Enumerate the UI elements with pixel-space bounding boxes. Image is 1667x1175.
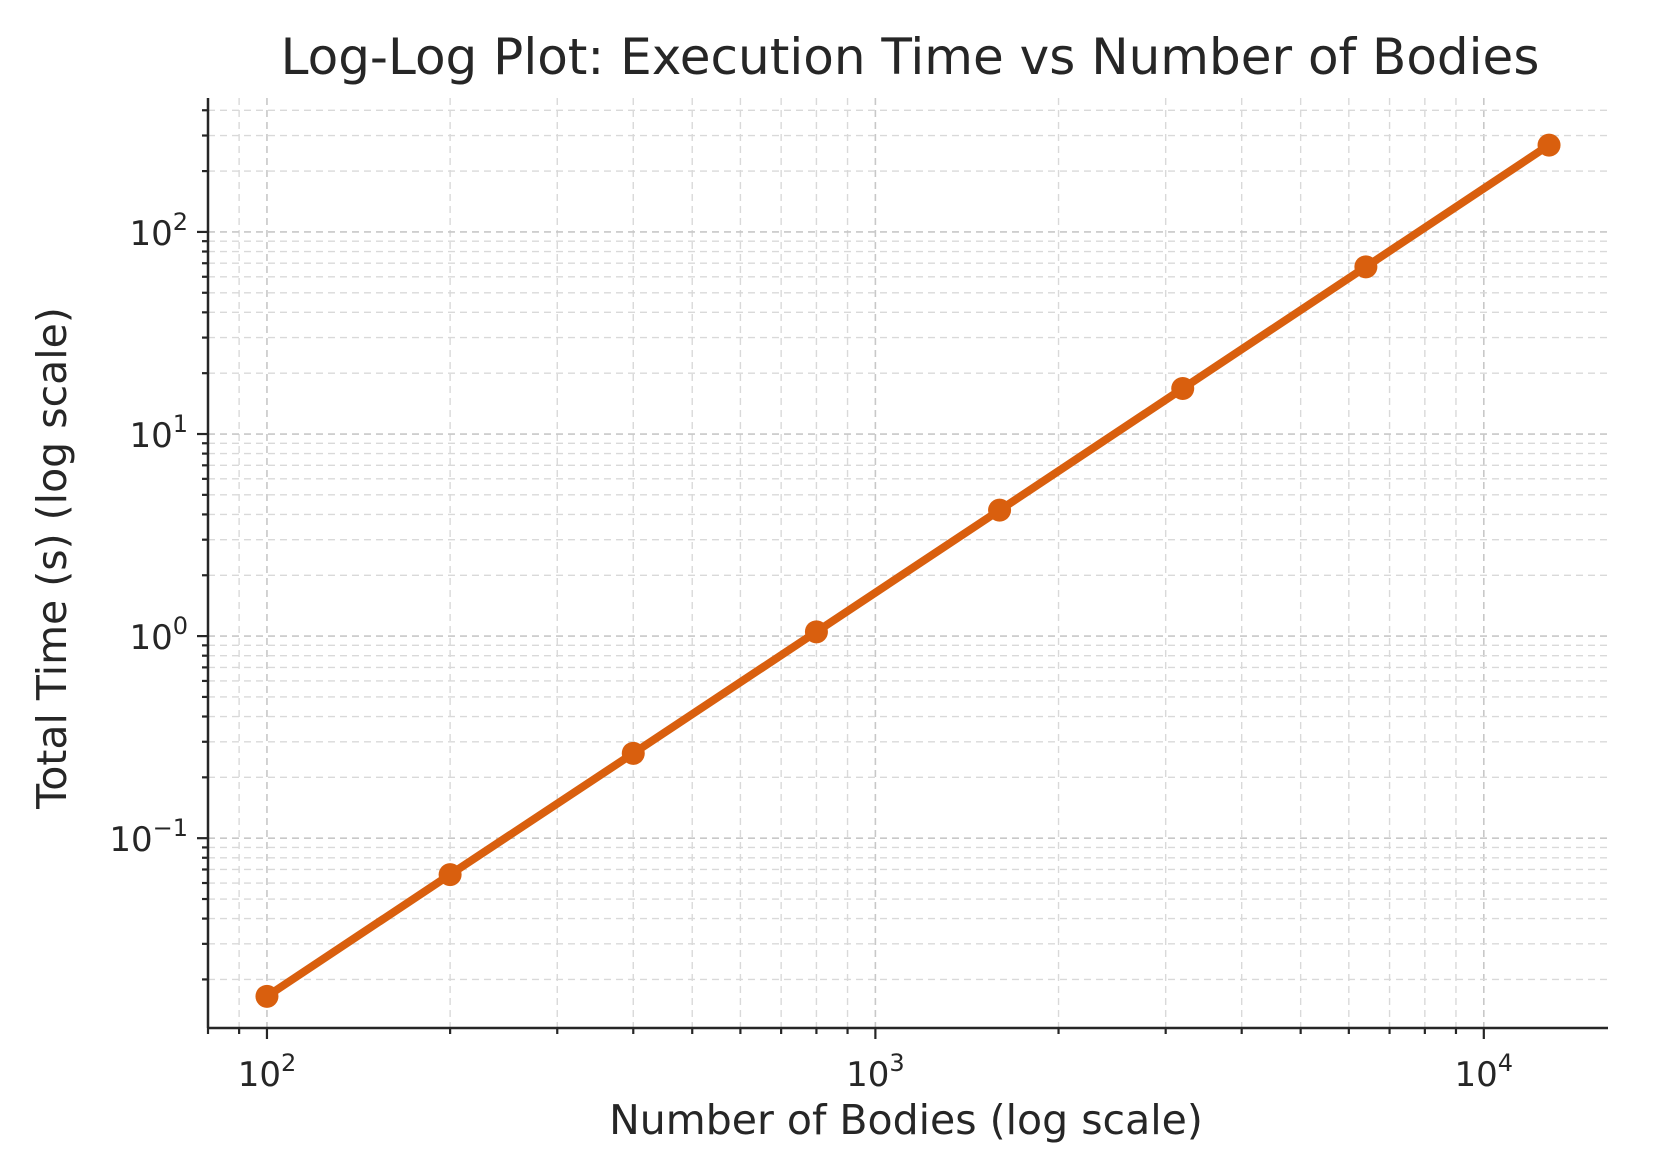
y-tick-label: 102	[129, 208, 188, 254]
x-axis-label: Number of Bodies (log scale)	[609, 1096, 1203, 1144]
tick-labels: 102 103 104 10−1 100 101 102	[109, 208, 1513, 1095]
data-point	[804, 620, 828, 644]
grid	[207, 98, 1608, 1028]
data-point	[1354, 255, 1378, 279]
x-tick-label: 104	[1455, 1049, 1514, 1095]
x-tick-label: 103	[846, 1049, 905, 1095]
y-tick-label: 101	[129, 410, 188, 456]
axes	[197, 98, 1608, 1039]
data-point	[255, 984, 279, 1008]
x-tick-label: 102	[238, 1049, 297, 1095]
y-tick-label: 100	[129, 612, 188, 658]
chart-title: Log-Log Plot: Execution Time vs Number o…	[281, 28, 1540, 86]
data-point	[1171, 376, 1195, 400]
data-point	[988, 498, 1012, 522]
series-layer	[255, 133, 1561, 1008]
data-point	[621, 741, 645, 765]
y-tick-label: 10−1	[109, 814, 188, 860]
y-axis-label: Total Time (s) (log scale)	[28, 307, 76, 810]
series-line	[263, 141, 1553, 1001]
data-point	[1537, 133, 1561, 157]
data-point	[438, 863, 462, 887]
